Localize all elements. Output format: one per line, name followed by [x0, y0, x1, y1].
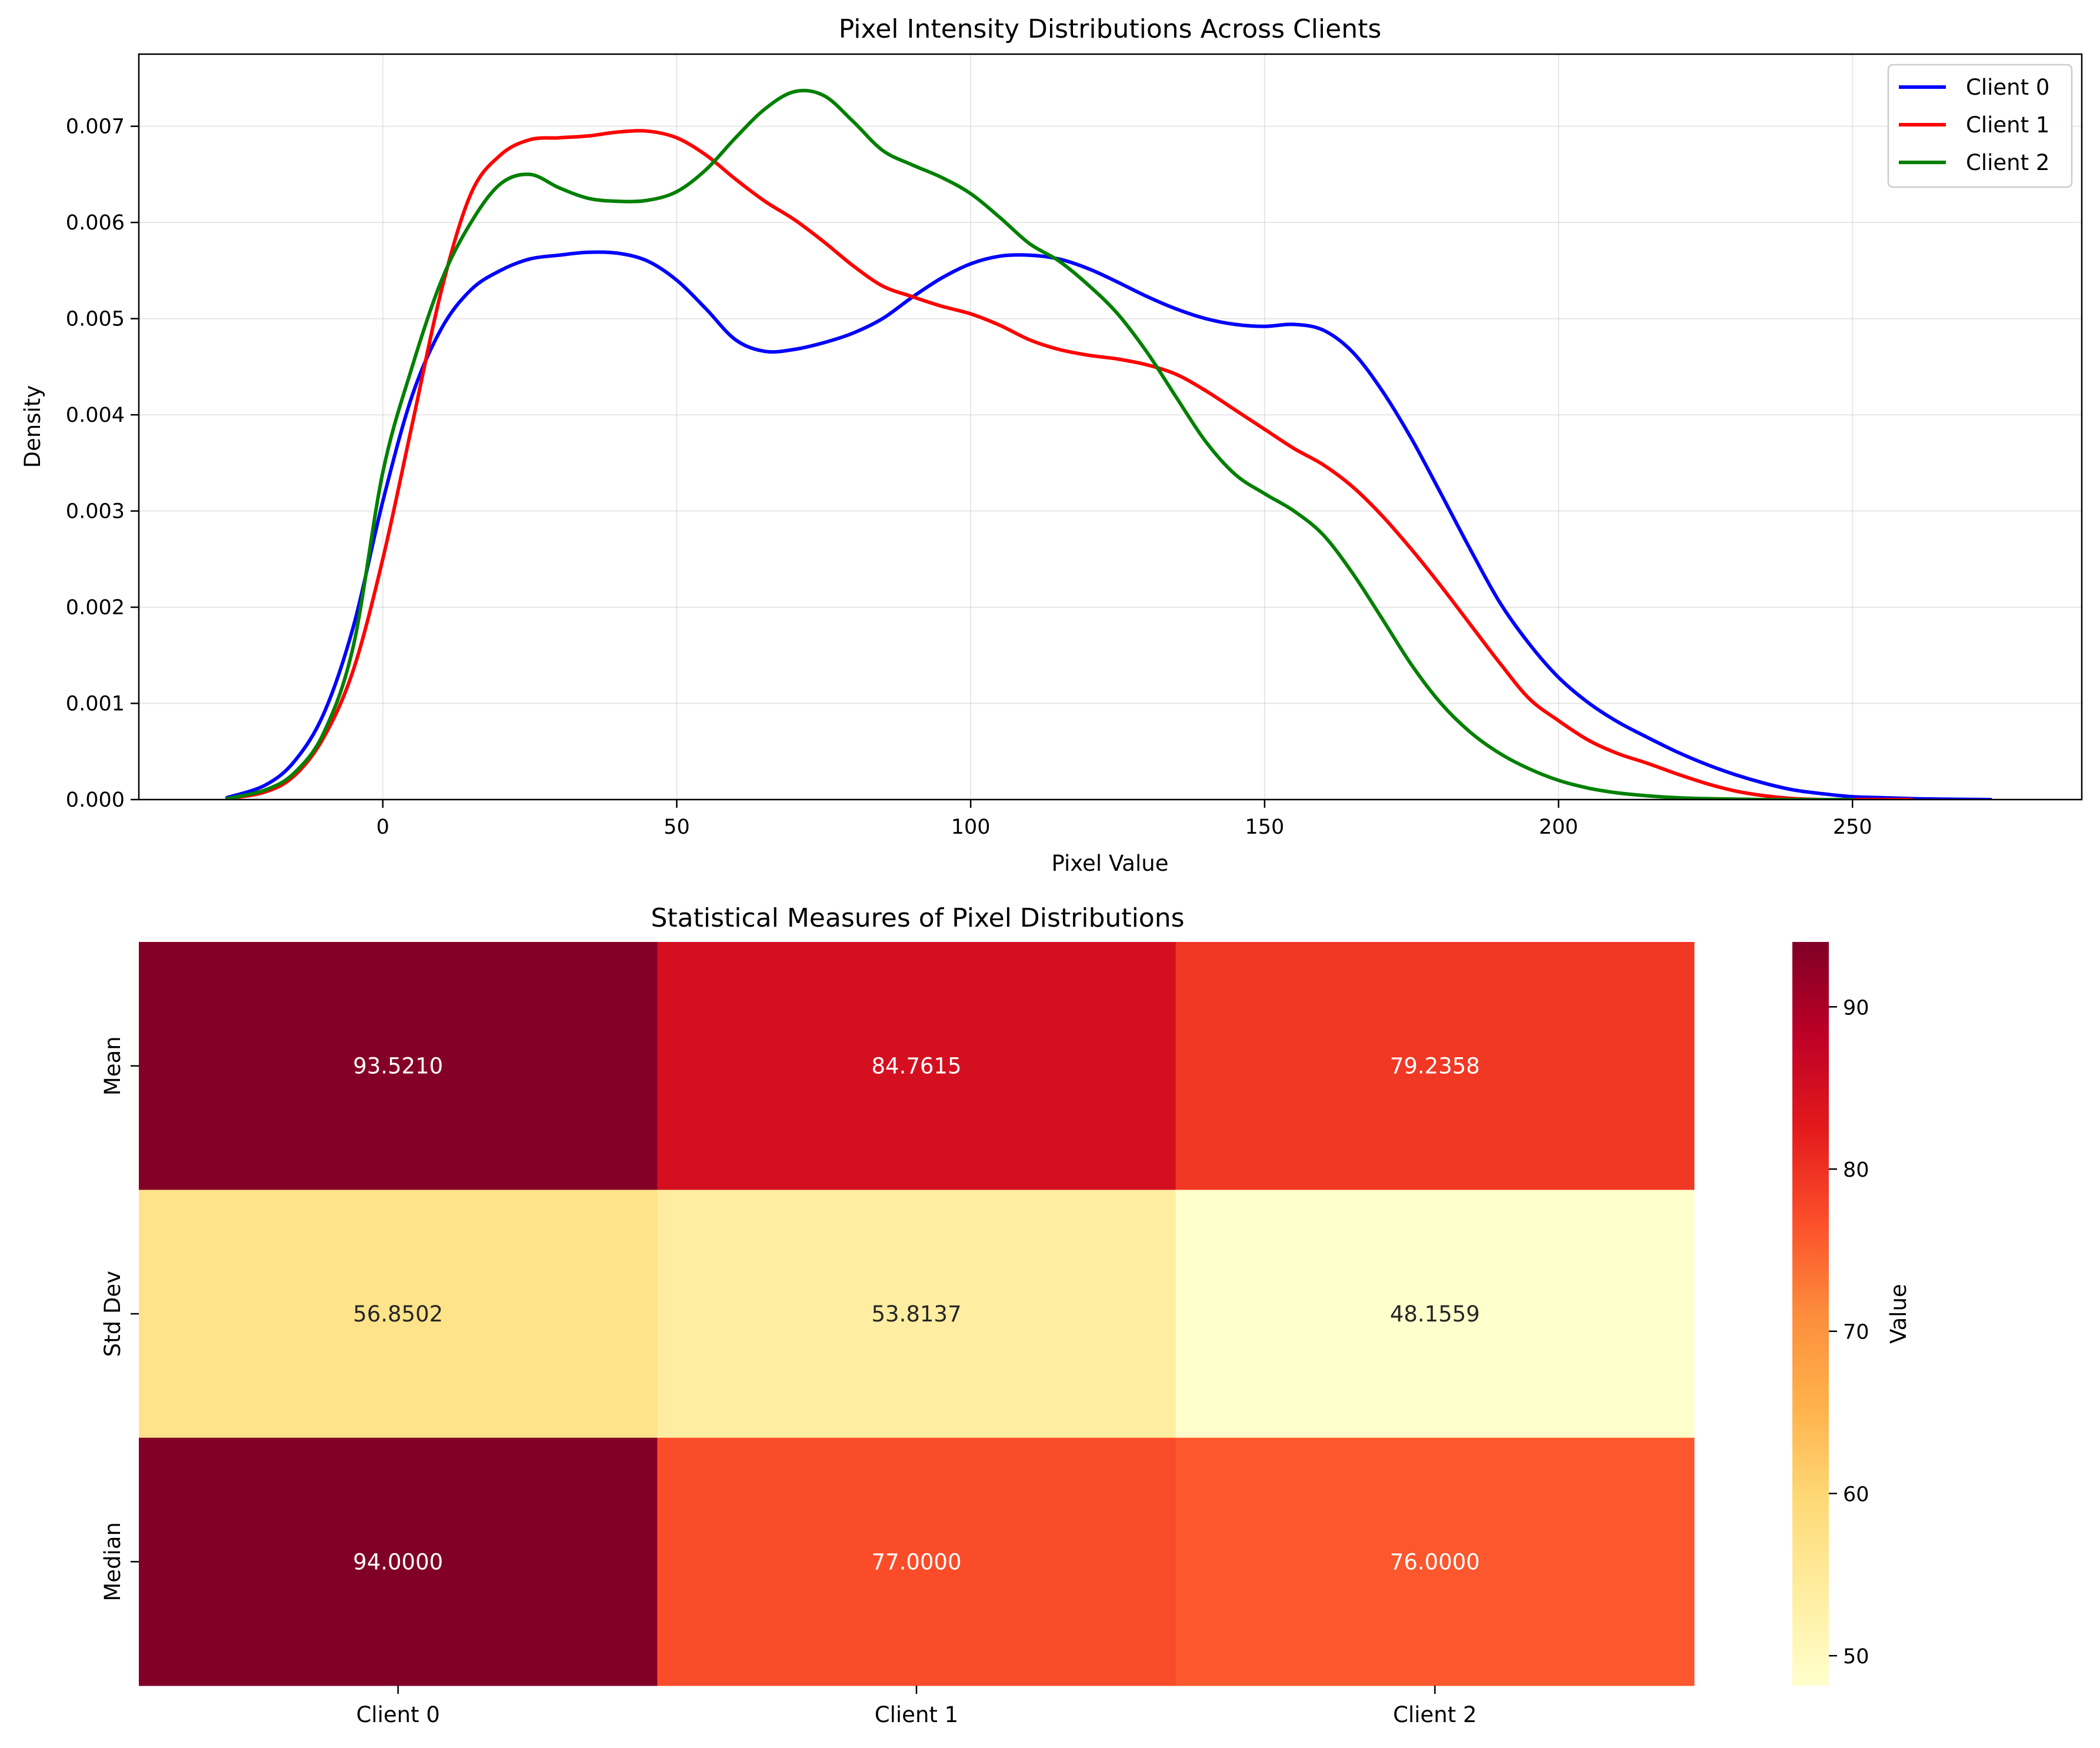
row-label: Mean: [100, 1036, 125, 1096]
heatmap-annotation: 94.0000: [353, 1549, 443, 1574]
heatmap-row-labels: Mean Std Dev Median: [100, 1036, 139, 1601]
heatmap-column-labels: Client 0 Client 1 Client 2: [356, 1686, 1477, 1727]
x-tick-label: 250: [1833, 815, 1872, 839]
x-tick-label: 100: [951, 815, 991, 839]
colorbar-tick-label: 80: [1843, 1158, 1869, 1182]
heatmap-cell: [657, 1190, 1176, 1439]
series-line-client-2: [225, 88, 1855, 800]
colorbar-gradient: [1792, 942, 1829, 1686]
y-tick-label: 0.006: [66, 211, 125, 235]
x-tick-label: 200: [1539, 815, 1578, 839]
kde-lines: [225, 88, 1993, 800]
heatmap-annotation: 79.2358: [1390, 1054, 1480, 1079]
heatmap-cell: [139, 1437, 658, 1686]
kde-plot: Pixel Intensity Distributions Across Cli…: [20, 14, 2083, 876]
kde-y-axis-label: Density: [20, 385, 45, 468]
heatmap-cell: [657, 1437, 1176, 1686]
heatmap-annotation: 76.0000: [1390, 1549, 1480, 1574]
colorbar-tick-label: 50: [1843, 1645, 1869, 1669]
legend-label: Client 2: [1966, 150, 2049, 175]
kde-title: Pixel Intensity Distributions Across Cli…: [839, 14, 1382, 44]
legend-label: Client 0: [1966, 75, 2049, 100]
x-tick-label: 0: [376, 815, 389, 839]
heatmap-annotation: 56.8502: [353, 1301, 443, 1327]
colorbar-ticks: 50 60 70 80 90: [1829, 996, 1869, 1669]
colorbar-label: Value: [1886, 1284, 1911, 1344]
heatmap-annotations: 93.5210 84.7615 79.2358 56.8502 53.8137 48.15…: [353, 1054, 1480, 1575]
y-tick-label: 0.004: [66, 404, 125, 427]
column-label: Client 1: [875, 1702, 958, 1727]
colorbar: 50 60 70 80 90 Value: [1792, 942, 1911, 1686]
heatmap-title: Statistical Measures of Pixel Distributi…: [651, 903, 1184, 933]
heatmap-annotation: 48.1559: [1390, 1301, 1480, 1327]
heatmap-annotation: 77.0000: [871, 1549, 961, 1574]
y-tick-label: 0.000: [66, 788, 125, 812]
kde-x-axis-label: Pixel Value: [1052, 851, 1169, 876]
heatmap-plot: Statistical Measures of Pixel Distributi…: [100, 903, 1911, 1727]
colorbar-tick-label: 60: [1843, 1483, 1869, 1506]
legend-frame: [1887, 64, 2073, 188]
heatmap-cell: [1175, 1190, 1695, 1439]
heatmap-cell: [657, 942, 1176, 1190]
kde-x-ticks: 0 50 100 150 200 250: [376, 800, 1872, 839]
column-label: Client 0: [356, 1702, 439, 1727]
legend-label: Client 1: [1966, 112, 2049, 138]
row-label: Std Dev: [100, 1271, 125, 1357]
series-line-client-1: [225, 129, 1914, 800]
x-tick-label: 150: [1245, 815, 1284, 839]
heatmap-cell: [1175, 1437, 1695, 1686]
y-tick-label: 0.007: [66, 115, 125, 139]
y-tick-label: 0.002: [66, 596, 125, 620]
column-label: Client 2: [1393, 1702, 1476, 1727]
kde-grid: [139, 54, 2082, 800]
heatmap-annotation: 84.7615: [871, 1054, 961, 1079]
colorbar-tick-label: 70: [1843, 1321, 1869, 1344]
x-tick-label: 50: [664, 815, 690, 839]
heatmap-annotation: 93.5210: [353, 1054, 443, 1079]
kde-y-ticks: 0.000 0.001 0.002 0.003 0.004 0.005 0.006 0.007: [66, 115, 139, 812]
series-line-client-0: [225, 250, 1993, 800]
y-tick-label: 0.001: [66, 692, 125, 716]
colorbar-tick-label: 90: [1843, 996, 1869, 1020]
heatmap-cell: [139, 1190, 658, 1439]
heatmap-cell: [1175, 942, 1695, 1190]
heatmap-cell: [139, 942, 658, 1190]
kde-legend: Client 0 Client 1 Client 2: [1887, 64, 2073, 188]
heatmap-cells: [139, 942, 1695, 1686]
y-tick-label: 0.005: [66, 308, 125, 331]
y-tick-label: 0.003: [66, 500, 125, 524]
kde-axes-frame: [138, 53, 2083, 801]
legend-items: Client 0 Client 1 Client 2: [1899, 75, 2049, 175]
row-label: Median: [100, 1522, 125, 1601]
heatmap-annotation: 53.8137: [871, 1301, 961, 1327]
